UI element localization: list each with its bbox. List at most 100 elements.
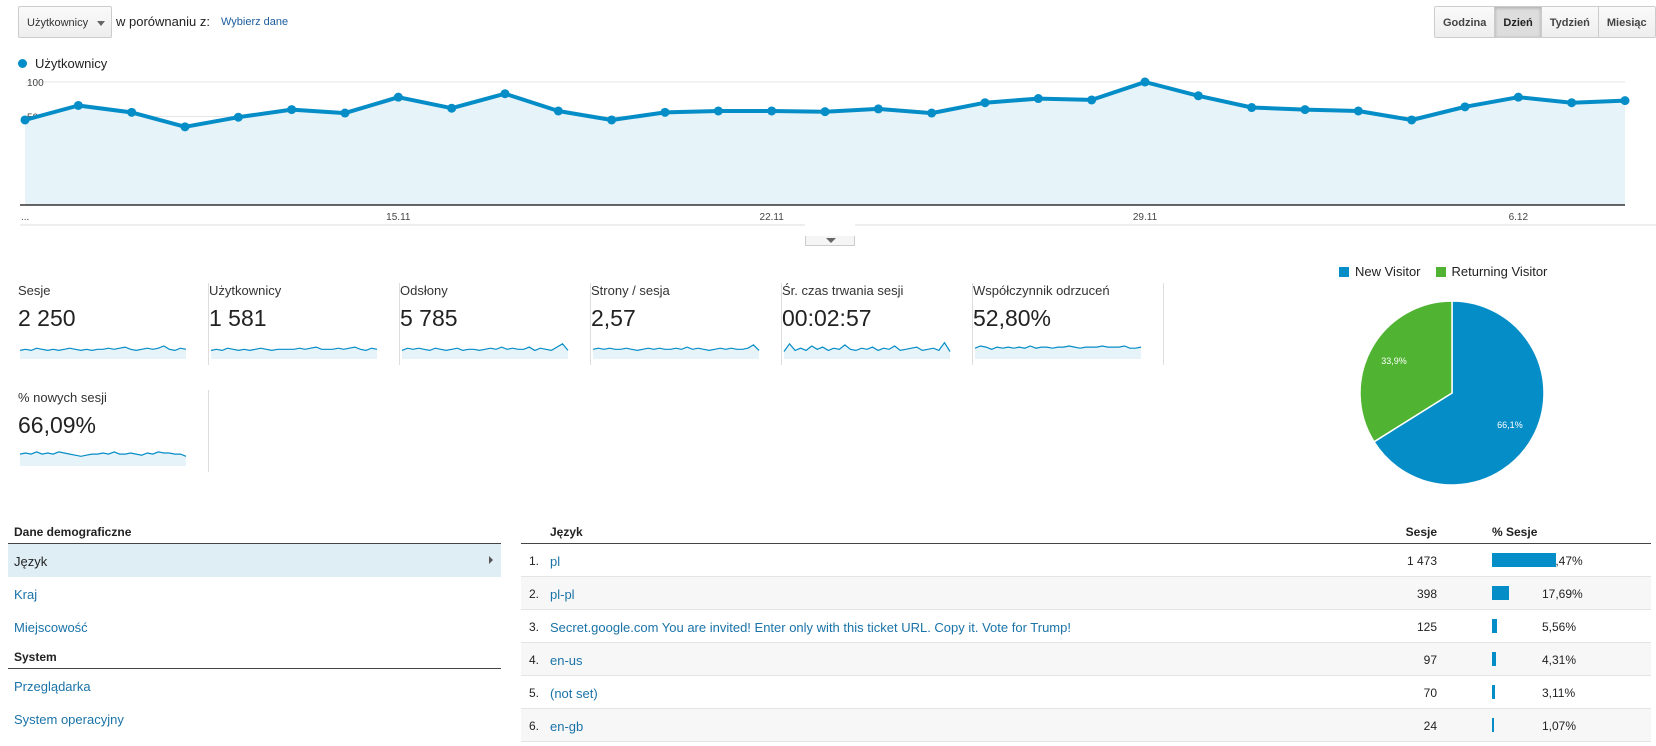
data-point bbox=[1620, 96, 1630, 106]
row-number: 1. bbox=[529, 554, 540, 568]
expand-chart-toggle[interactable] bbox=[805, 236, 855, 246]
compare-label: w porównaniu z: bbox=[116, 14, 210, 29]
data-point bbox=[1087, 95, 1097, 105]
week-button[interactable]: Tydzień bbox=[1541, 7, 1599, 37]
data-point bbox=[1353, 106, 1363, 116]
scorecard-label: Sesje bbox=[18, 283, 51, 298]
sessions-value: 97 bbox=[1423, 653, 1437, 667]
sessions-value: 125 bbox=[1416, 620, 1437, 634]
col-language[interactable]: Język bbox=[550, 525, 583, 539]
chevron-down-icon bbox=[826, 238, 836, 243]
scorecard[interactable]: Odsłony 5 785 bbox=[400, 283, 591, 365]
pct-bar bbox=[1492, 652, 1497, 666]
pct-sessions-value: 1,07% bbox=[1542, 719, 1577, 733]
pct-bar bbox=[1492, 619, 1498, 633]
demo-item-city[interactable]: Miejscowość bbox=[14, 620, 88, 635]
scorecard[interactable]: % nowych sesji 66,09% bbox=[18, 390, 209, 472]
chevron-right-icon bbox=[489, 556, 493, 564]
demographics-header: Dane demograficzne bbox=[8, 522, 501, 544]
language-link[interactable]: Secret.google.com You are invited! Enter… bbox=[550, 620, 1071, 635]
pct-sessions-value: 17,69% bbox=[1542, 587, 1583, 601]
scorecard[interactable]: Strony / sesja 2,57 bbox=[591, 283, 782, 365]
scorecard-label: Odsłony bbox=[400, 283, 448, 298]
col-sessions[interactable]: Sesje bbox=[1405, 525, 1437, 539]
data-point bbox=[607, 115, 617, 125]
data-point bbox=[73, 100, 83, 110]
data-point bbox=[393, 92, 403, 102]
pct-sessions-value: 5,56% bbox=[1542, 620, 1577, 634]
table-row: 4. en-us 97 4,31% bbox=[521, 643, 1651, 676]
table-row: 5. (not set) 70 3,11% bbox=[521, 676, 1651, 709]
demo-item-os[interactable]: System operacyjny bbox=[14, 712, 124, 727]
pct-sessions-value: 4,31% bbox=[1542, 653, 1577, 667]
swatch-icon bbox=[1339, 266, 1349, 277]
sparkline-line bbox=[401, 343, 569, 352]
language-link[interactable]: en-us bbox=[550, 653, 583, 668]
language-link[interactable]: en-gb bbox=[550, 719, 584, 734]
demo-item-browser[interactable]: Przeglądarka bbox=[14, 679, 91, 694]
language-link[interactable]: pl-pl bbox=[550, 587, 575, 602]
metric-dropdown[interactable]: Użytkownicy bbox=[18, 6, 112, 38]
row-number: 6. bbox=[529, 719, 540, 733]
scorecard[interactable]: Śr. czas trwania sesji 00:02:57 bbox=[782, 283, 973, 365]
system-header: System bbox=[8, 647, 501, 669]
scorecard-value: 52,80% bbox=[973, 305, 1052, 331]
table-body: 1. pl 1 473 65,47% 2. pl-pl 398 17,69% 3. Secret.… bbox=[521, 544, 1651, 742]
data-point bbox=[1300, 105, 1310, 115]
sessions-value: 1 473 bbox=[1406, 554, 1437, 568]
demo-item-language[interactable]: Język bbox=[8, 544, 501, 577]
scorecard[interactable]: Sesje 2 250 bbox=[18, 283, 209, 365]
sparkline-line bbox=[974, 345, 1142, 350]
data-point bbox=[1033, 94, 1043, 104]
legend-label: Returning Visitor bbox=[1451, 264, 1548, 279]
x-tick-label: 15.11 bbox=[386, 212, 411, 223]
sparkline bbox=[783, 341, 951, 359]
data-point bbox=[660, 107, 670, 117]
demo-item-label: Język bbox=[14, 554, 48, 569]
scorecard-value: 5 785 bbox=[400, 305, 458, 331]
language-link[interactable]: pl bbox=[550, 554, 561, 569]
data-point bbox=[500, 89, 510, 99]
visitor-type-pie-chart[interactable]: 66,1% 33,9% bbox=[1357, 298, 1547, 488]
row-number: 4. bbox=[529, 653, 540, 667]
col-pct-sessions[interactable]: % Sesje bbox=[1492, 525, 1538, 539]
data-point bbox=[1513, 92, 1523, 102]
language-link[interactable]: (not set) bbox=[550, 686, 598, 701]
day-button[interactable]: Dzień bbox=[1495, 7, 1542, 37]
data-point bbox=[287, 105, 297, 115]
data-point bbox=[1140, 77, 1150, 87]
data-point bbox=[20, 115, 30, 125]
table-header: Język Sesje % Sesje bbox=[521, 522, 1651, 544]
legend-new-visitor[interactable]: New Visitor bbox=[1339, 264, 1421, 279]
sparkline-area bbox=[20, 346, 186, 359]
pie-slice bbox=[1372, 300, 1545, 486]
month-button[interactable]: Miesiąc bbox=[1598, 7, 1655, 37]
pct-sessions-value: 3,11% bbox=[1542, 686, 1576, 700]
sparkline-line bbox=[19, 345, 187, 352]
demo-item-country[interactable]: Kraj bbox=[14, 587, 38, 602]
scorecard[interactable]: Użytkownicy 1 581 bbox=[209, 283, 400, 365]
hour-button[interactable]: Godzina bbox=[1435, 7, 1496, 37]
scorecard[interactable]: Współczynnik odrzuceń 52,80% bbox=[973, 283, 1164, 365]
data-point bbox=[233, 112, 243, 122]
sparkline-line bbox=[19, 451, 187, 457]
swatch-icon bbox=[1435, 266, 1446, 277]
table-row: 1. pl 1 473 65,47% bbox=[521, 544, 1651, 577]
row-number: 3. bbox=[529, 620, 540, 634]
data-point bbox=[340, 108, 350, 118]
pct-bar bbox=[1492, 553, 1557, 567]
sparkline-area bbox=[402, 343, 568, 359]
x-tick-label: 22.11 bbox=[760, 212, 785, 223]
pie-legend: New Visitor Returning Visitor bbox=[1339, 264, 1562, 279]
legend-returning-visitor[interactable]: Returning Visitor bbox=[1435, 264, 1548, 279]
data-point bbox=[447, 103, 457, 113]
table-row: 6. en-gb 24 1,07% bbox=[521, 709, 1651, 742]
sparkline bbox=[974, 345, 1142, 359]
pct-bar bbox=[1492, 586, 1510, 600]
x-tick-label: ... bbox=[21, 212, 29, 223]
pie-label: 66,1% bbox=[1497, 420, 1523, 430]
sparkline bbox=[19, 345, 187, 359]
granularity-toggle: Godzina Dzień Tydzień Miesiąc bbox=[1434, 6, 1656, 38]
select-data-link[interactable]: Wybierz dane bbox=[221, 16, 289, 28]
